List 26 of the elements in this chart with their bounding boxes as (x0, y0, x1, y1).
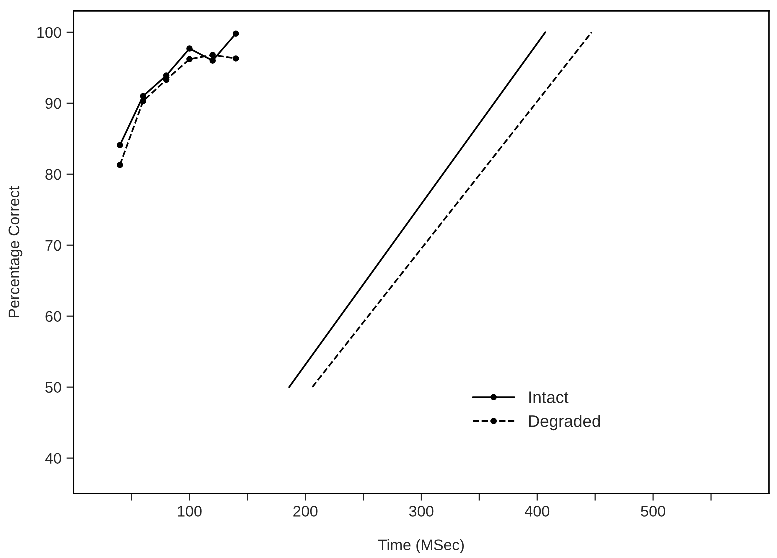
point (210, 52, 216, 58)
y-tick-label: 70 (46, 240, 62, 252)
y-tick-label: 60 (46, 311, 62, 322)
point (140, 98, 146, 104)
point (232, 56, 240, 62)
point (186, 56, 193, 63)
x-tick-label: 500 (641, 506, 666, 517)
y-tick-label: 50 (46, 382, 62, 394)
y-axis-title: Percentage Correct (8, 186, 23, 318)
legend-label: Intact (530, 392, 569, 404)
x-tick-label: 300 (409, 506, 434, 517)
point (117, 162, 124, 168)
point (140, 93, 146, 100)
point (186, 46, 193, 52)
y-tick-label: 80 (46, 169, 62, 180)
y-tick-label: 90 (46, 98, 62, 110)
x-tick-label: 200 (294, 506, 318, 517)
point (210, 58, 216, 64)
y-tick-label: 40 (45, 453, 62, 464)
y-tick-label: 100 (38, 27, 62, 38)
x-axis-title: Time (MSec) (378, 539, 464, 554)
x-tick-label: 400 (525, 506, 550, 517)
legend-label: Degraded (529, 415, 600, 431)
x-tick-label: 100 (178, 506, 202, 517)
point (232, 30, 240, 37)
point (117, 142, 124, 148)
